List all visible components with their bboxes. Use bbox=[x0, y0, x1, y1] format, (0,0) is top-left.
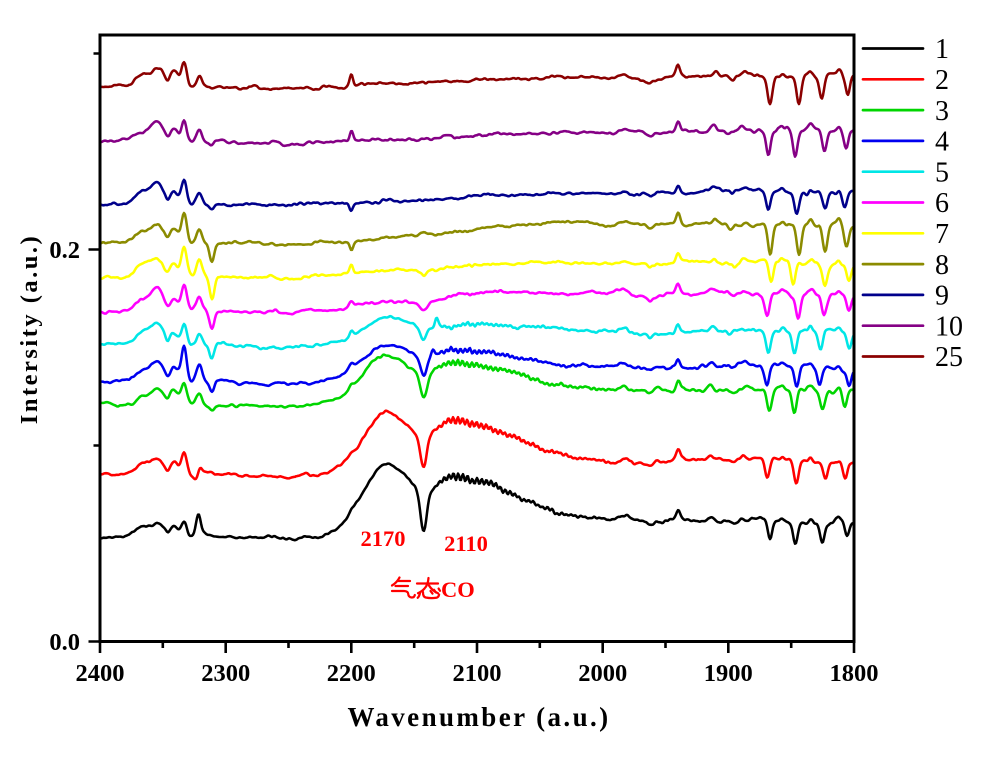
svg-text:2: 2 bbox=[935, 65, 949, 96]
svg-text:1: 1 bbox=[935, 34, 949, 65]
svg-text:1800: 1800 bbox=[830, 660, 879, 687]
svg-text:9: 9 bbox=[935, 281, 949, 312]
svg-text:7: 7 bbox=[935, 219, 949, 250]
svg-text:Intersity (a.u.): Intersity (a.u.) bbox=[16, 234, 43, 424]
svg-text:25: 25 bbox=[935, 342, 963, 373]
svg-text:1900: 1900 bbox=[704, 660, 753, 687]
svg-text:3: 3 bbox=[935, 96, 949, 127]
svg-text:6: 6 bbox=[935, 188, 949, 219]
svg-text:CO: CO bbox=[441, 577, 475, 602]
svg-text:2100: 2100 bbox=[453, 660, 502, 687]
svg-text:5: 5 bbox=[935, 157, 949, 188]
svg-text:2300: 2300 bbox=[201, 660, 250, 687]
svg-text:0.2: 0.2 bbox=[49, 237, 80, 264]
svg-text:2000: 2000 bbox=[578, 660, 627, 687]
svg-text:0.0: 0.0 bbox=[49, 629, 80, 656]
svg-text:2170: 2170 bbox=[361, 526, 406, 551]
svg-text:2200: 2200 bbox=[327, 660, 376, 687]
svg-text:10: 10 bbox=[935, 311, 963, 342]
svg-text:2400: 2400 bbox=[76, 660, 125, 687]
svg-text:8: 8 bbox=[935, 250, 949, 281]
svg-text:4: 4 bbox=[935, 127, 949, 158]
svg-text:Wavenumber (a.u.): Wavenumber (a.u.) bbox=[347, 702, 610, 732]
svg-text:2110: 2110 bbox=[444, 531, 488, 556]
